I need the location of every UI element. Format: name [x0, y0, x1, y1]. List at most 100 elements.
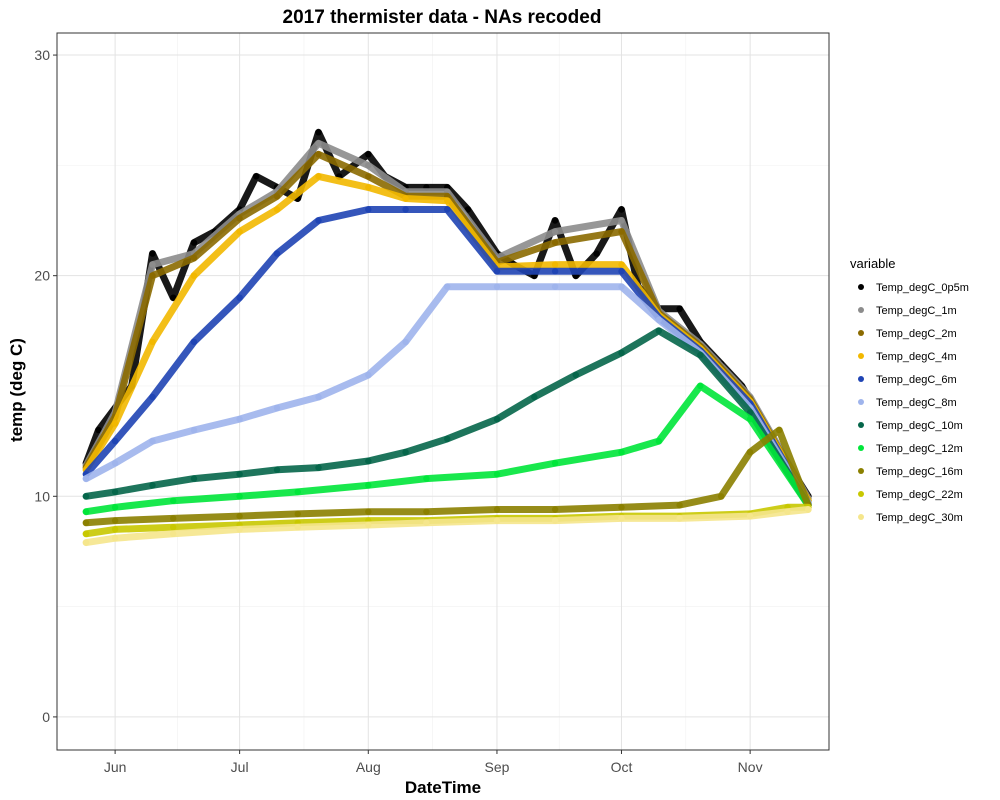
- series-Temp_degC_30m: [82, 506, 812, 547]
- data-point: [190, 254, 198, 262]
- x-tick-label: Oct: [611, 759, 633, 775]
- data-point: [236, 215, 243, 222]
- y-tick-label: 20: [34, 268, 50, 284]
- gridlines: [57, 33, 829, 750]
- data-point: [315, 151, 322, 158]
- data-point: [784, 508, 791, 515]
- data-point: [618, 261, 625, 268]
- data-point: [170, 515, 177, 522]
- data-point: [551, 460, 559, 467]
- legend-item: Temp_degC_22m: [858, 489, 963, 501]
- data-point: [493, 415, 501, 423]
- data-point: [170, 530, 177, 537]
- legend-key: [858, 399, 864, 405]
- data-point: [95, 426, 102, 434]
- legend-item: Temp_degC_12m: [858, 443, 963, 455]
- legend-item: Temp_degC_4m: [858, 351, 957, 363]
- data-point: [82, 475, 90, 482]
- data-point: [776, 426, 783, 434]
- data-point: [551, 228, 559, 235]
- data-point: [315, 393, 322, 401]
- data-point: [493, 283, 501, 290]
- data-point: [423, 508, 430, 515]
- data-point: [676, 501, 683, 509]
- data-point: [572, 371, 579, 379]
- legend-label: Temp_degC_0p5m: [876, 282, 969, 294]
- data-point: [493, 517, 501, 524]
- series-Temp_degC_16m: [82, 426, 812, 527]
- data-point: [273, 404, 281, 412]
- data-point: [315, 173, 322, 180]
- data-point: [444, 435, 451, 443]
- data-point: [551, 506, 559, 513]
- data-point: [697, 351, 704, 359]
- data-point: [236, 471, 243, 478]
- y-tick-label: 30: [34, 47, 50, 63]
- data-point: [236, 228, 243, 235]
- data-point: [805, 506, 812, 513]
- data-point: [402, 449, 409, 456]
- data-point: [111, 420, 119, 427]
- data-point: [365, 206, 372, 213]
- data-point: [82, 508, 90, 515]
- data-point: [149, 338, 156, 346]
- data-point: [618, 268, 625, 275]
- legend-key: [858, 445, 864, 451]
- legend-item: Temp_degC_10m: [858, 420, 963, 432]
- data-point: [190, 426, 198, 434]
- data-point: [365, 151, 372, 158]
- data-point: [618, 449, 625, 456]
- data-point: [365, 162, 372, 169]
- data-point: [315, 140, 322, 147]
- data-point: [294, 524, 301, 531]
- data-point: [676, 515, 683, 522]
- legend-label: Temp_degC_30m: [876, 512, 963, 524]
- data-point: [273, 206, 281, 213]
- series-band: [82, 327, 812, 509]
- data-point: [190, 338, 198, 346]
- data-point: [493, 506, 501, 513]
- data-point: [273, 193, 281, 200]
- series-band: [82, 506, 812, 547]
- y-tick-label: 0: [42, 709, 50, 725]
- data-point: [111, 517, 119, 524]
- data-point: [294, 510, 301, 518]
- data-point: [82, 530, 90, 537]
- data-point: [551, 261, 559, 268]
- data-point: [315, 129, 322, 136]
- data-point: [236, 512, 243, 520]
- data-points: [82, 128, 812, 547]
- legend-label: Temp_degC_22m: [876, 489, 963, 501]
- legend-key: [858, 307, 864, 313]
- data-point: [618, 228, 625, 235]
- data-point: [746, 449, 754, 456]
- legend-item: Temp_degC_16m: [858, 466, 963, 478]
- data-point: [315, 464, 322, 471]
- data-point: [464, 206, 472, 213]
- data-point: [365, 508, 372, 515]
- data-point: [111, 504, 119, 511]
- legend-key: [858, 514, 864, 520]
- y-axis-title: temp (deg C): [7, 338, 26, 442]
- plot-panel: [56, 32, 830, 751]
- data-point: [444, 283, 451, 290]
- x-tick-label: Jun: [104, 759, 127, 775]
- data-point: [697, 382, 704, 390]
- data-point: [190, 475, 198, 482]
- data-point: [655, 437, 662, 445]
- data-point: [111, 437, 119, 445]
- x-tick-label: Aug: [356, 759, 381, 775]
- data-point: [111, 460, 119, 467]
- series-Temp_degC_10m: [82, 327, 812, 509]
- data-point: [531, 393, 538, 401]
- data-point: [618, 217, 625, 224]
- data-point: [746, 512, 754, 520]
- legend-label: Temp_degC_2m: [876, 328, 957, 340]
- data-point: [655, 316, 662, 323]
- x-axis: Jun Jul Aug Sep Oct Nov: [104, 750, 763, 775]
- data-point: [149, 393, 156, 401]
- legend-label: Temp_degC_16m: [876, 466, 963, 478]
- legend-key: [858, 491, 864, 497]
- data-point: [111, 535, 119, 542]
